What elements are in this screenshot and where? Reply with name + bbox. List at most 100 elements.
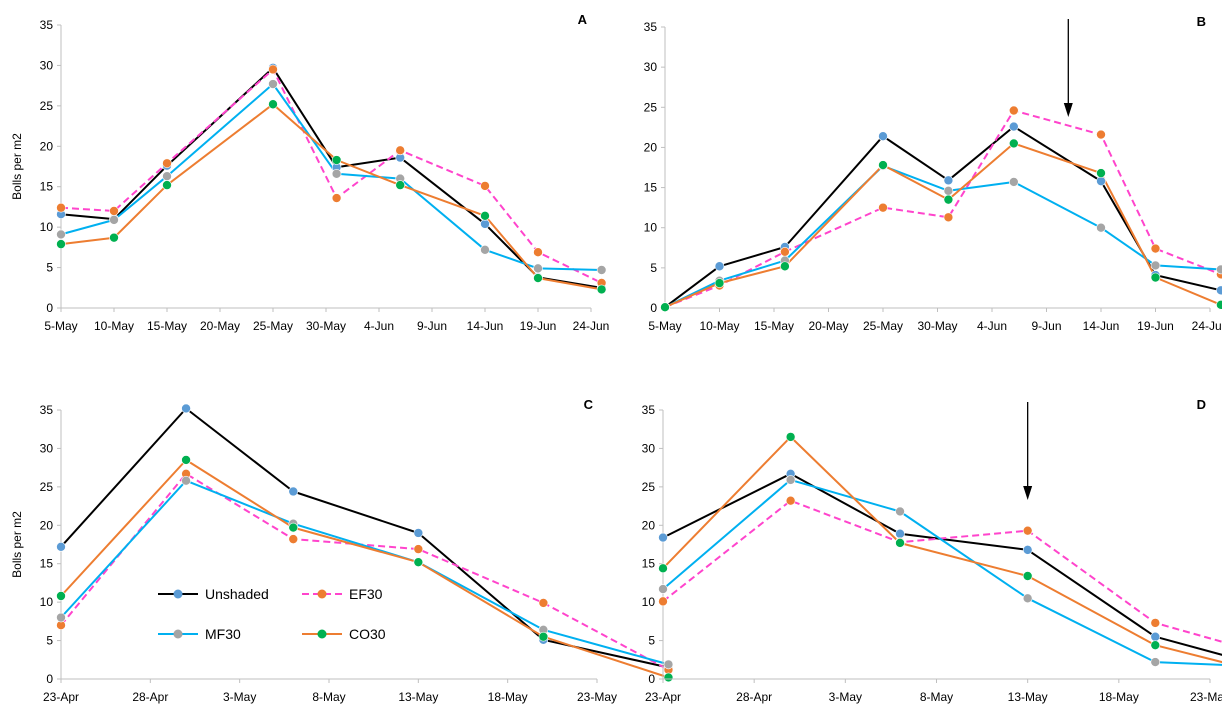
panel-b: 0 5 10 15 20 25 30 35 5-May 10-May 15-May 20-May 25-… [644, 14, 1222, 333]
data-point-mf30 [268, 79, 278, 89]
data-point-co30 [109, 232, 119, 243]
data-point-ef30 [162, 158, 172, 169]
data-point-unshaded [1022, 545, 1033, 555]
data-point-mf30 [109, 215, 119, 225]
data-point-co30 [533, 273, 543, 283]
y-tick-label: 30 [40, 441, 54, 455]
panel-a: 0 5 10 15 20 25 30 35 5-May 10-May 15-May 20-May 25-… [10, 12, 609, 333]
data-point-mf30 [663, 659, 674, 670]
y-tick-label: 15 [40, 180, 54, 194]
data-point-co30 [181, 455, 191, 465]
y-tick-label: 30 [644, 60, 658, 74]
x-tick-label: 19-Jun [1137, 319, 1174, 333]
legend-marker-mf30 [173, 629, 183, 639]
y-tick-label: 15 [642, 557, 656, 571]
y-tick-label: 10 [644, 221, 658, 235]
y-tick-label: 5 [46, 261, 53, 275]
series-line-co30 [664, 142, 1222, 309]
y-tick-label: 30 [642, 441, 656, 455]
data-point-ef30 [331, 193, 342, 203]
series-line-ef30 [662, 499, 1222, 643]
series-line-co30 [60, 459, 669, 679]
data-point-co30 [480, 211, 490, 221]
y-tick-label: 25 [40, 480, 54, 494]
series-line-unshaded [60, 66, 602, 289]
x-tick-label: 28-Apr [132, 690, 168, 704]
y-tick-label: 5 [46, 634, 53, 648]
data-point-ef30 [533, 247, 543, 258]
y-tick-label: 5 [650, 261, 657, 275]
x-tick-label: 24-Jun [1192, 319, 1222, 333]
data-point-co30 [56, 239, 66, 249]
x-tick-label: 8-May [920, 690, 953, 704]
data-point-co30 [780, 261, 790, 272]
data-point-ef30 [780, 247, 790, 257]
data-point-mf30 [1216, 264, 1222, 275]
x-tick-label: 20-May [200, 319, 240, 333]
data-point-ef30 [785, 495, 796, 506]
data-point-unshaded [714, 261, 725, 272]
data-point-mf30 [480, 244, 490, 255]
x-tick-label: 14-Jun [1083, 319, 1120, 333]
series-line-ef30 [60, 472, 669, 671]
x-tick-label: 23-May [1190, 690, 1222, 704]
x-tick-label: 23-Apr [43, 690, 79, 704]
x-tick-label: 30-May [917, 319, 957, 333]
data-point-ef30 [480, 181, 490, 191]
data-point-mf30 [56, 229, 66, 240]
data-point-unshaded [895, 528, 905, 539]
y-tick-label: 10 [40, 220, 54, 234]
x-tick-label: 3-May [223, 690, 256, 704]
x-tick-label: 9-Jun [417, 319, 447, 333]
x-tick-label: 19-Jun [520, 319, 557, 333]
data-point-co30 [162, 180, 172, 190]
data-point-co30 [331, 155, 342, 165]
x-tick-label: 14-Jun [467, 319, 504, 333]
data-point-co30 [288, 522, 299, 533]
y-tick-label: 5 [648, 634, 655, 648]
data-point-ef30 [658, 596, 668, 607]
y-tick-label: 20 [642, 518, 656, 532]
x-tick-label: 10-May [699, 319, 739, 333]
data-point-mf30 [1150, 657, 1161, 667]
legend-label-ef30: EF30 [349, 586, 383, 602]
series-line-ef30 [60, 68, 603, 284]
x-tick-label: 23-May [577, 690, 617, 704]
y-tick-label: 10 [40, 595, 54, 609]
data-point-ef30 [288, 534, 299, 544]
legend-marker-co30 [317, 629, 327, 639]
x-tick-label: 9-Jun [1031, 319, 1061, 333]
data-point-co30 [538, 631, 549, 642]
series-line-mf30 [60, 479, 669, 666]
data-point-ef30 [538, 598, 549, 608]
x-tick-label: 13-May [1008, 690, 1048, 704]
data-point-co30 [1150, 640, 1161, 650]
data-point-mf30 [1096, 222, 1106, 233]
data-point-co30 [895, 538, 905, 548]
data-point-ef30 [1022, 525, 1033, 536]
x-tick-label: 3-May [829, 690, 862, 704]
series-line-mf30 [60, 83, 602, 271]
y-tick-label: 10 [642, 595, 656, 609]
data-point-unshaded [1150, 631, 1161, 642]
series-line-co30 [662, 435, 1222, 664]
panel-c: 0 5 10 15 20 25 30 35 23-Apr 28-Apr 3-May 8-May 13-M… [10, 397, 674, 704]
x-tick-label: 24-Jun [573, 319, 610, 333]
data-point-co30 [785, 432, 796, 442]
legend-marker-unshaded [173, 589, 183, 599]
x-tick-label: 8-May [312, 690, 345, 704]
data-point-co30 [658, 563, 668, 574]
x-tick-label: 13-May [398, 690, 438, 704]
x-tick-label: 20-May [808, 319, 848, 333]
data-point-unshaded [181, 403, 191, 414]
data-point-co30 [943, 194, 954, 205]
y-tick-label: 35 [40, 403, 54, 417]
data-point-co30 [1150, 272, 1161, 283]
y-tick-label: 20 [644, 140, 658, 154]
data-point-mf30 [331, 168, 342, 179]
x-tick-label: 5-May [44, 319, 77, 333]
data-point-unshaded [480, 219, 490, 229]
panel-d: 0 5 10 15 20 25 30 35 23-Apr 28-Apr 3-May 8-May 13-M… [642, 397, 1222, 704]
